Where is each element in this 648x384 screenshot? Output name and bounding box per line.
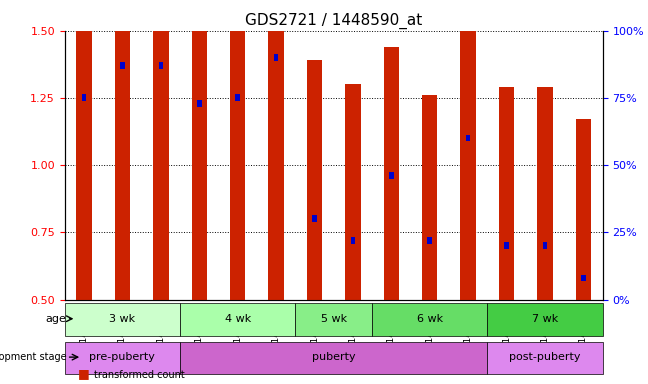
Bar (428, 237, 432, 243)
Bar (76, 0, 92, 300)
Text: development stage: development stage (0, 352, 67, 362)
Text: puberty: puberty (312, 352, 356, 362)
Text: 6 wk: 6 wk (417, 314, 443, 324)
Text: ■: ■ (78, 382, 89, 384)
Text: pre-puberty: pre-puberty (89, 352, 156, 362)
Bar (307, 60, 322, 300)
FancyBboxPatch shape (295, 303, 372, 336)
Bar (268, 0, 284, 300)
Text: post-puberty: post-puberty (509, 352, 581, 362)
Text: 7 wk: 7 wk (532, 314, 558, 324)
FancyBboxPatch shape (65, 342, 180, 374)
FancyBboxPatch shape (180, 342, 487, 374)
Bar (115, 0, 130, 300)
Bar (192, 0, 207, 300)
FancyBboxPatch shape (487, 342, 603, 374)
Bar (461, 9, 476, 300)
Bar (82, 94, 86, 101)
Text: 4 wk: 4 wk (225, 314, 251, 324)
Bar (504, 242, 509, 249)
Bar (581, 275, 586, 281)
Bar (235, 94, 240, 101)
Bar (384, 47, 399, 300)
Bar (345, 84, 360, 300)
FancyBboxPatch shape (180, 303, 295, 336)
Text: 3 wk: 3 wk (110, 314, 135, 324)
FancyBboxPatch shape (372, 303, 487, 336)
Title: GDS2721 / 1448590_at: GDS2721 / 1448590_at (245, 13, 422, 29)
Bar (389, 172, 393, 179)
Text: 5 wk: 5 wk (321, 314, 347, 324)
Bar (120, 62, 124, 69)
Bar (351, 237, 355, 243)
Text: age: age (46, 314, 67, 324)
Bar (543, 242, 548, 249)
Bar (499, 87, 515, 300)
Bar (537, 87, 553, 300)
FancyBboxPatch shape (487, 303, 603, 336)
Bar (159, 62, 163, 69)
Text: transformed count: transformed count (94, 370, 185, 380)
Bar (312, 215, 317, 222)
Bar (274, 54, 279, 61)
Bar (230, 0, 246, 300)
Bar (422, 95, 437, 300)
Bar (197, 100, 202, 106)
Text: ■: ■ (78, 367, 89, 380)
FancyBboxPatch shape (65, 303, 180, 336)
Bar (466, 135, 470, 141)
Bar (576, 119, 591, 300)
Bar (153, 0, 168, 300)
